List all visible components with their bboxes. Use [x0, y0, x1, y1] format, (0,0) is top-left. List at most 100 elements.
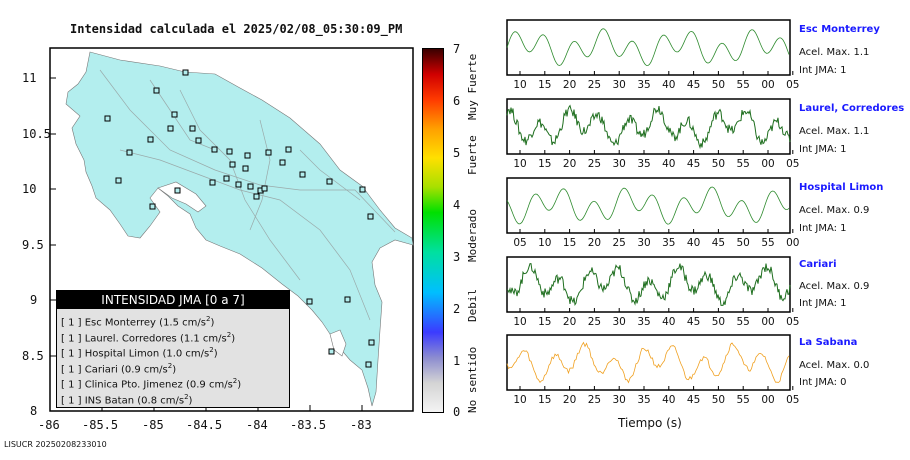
- waveform-tick-label: 15: [538, 316, 552, 328]
- map-ytick: 9.5: [22, 238, 44, 252]
- station-int: Int JMA: 1: [799, 223, 847, 234]
- station-acel: Acel. Max. 1.1: [799, 126, 870, 137]
- waveform-trace: [506, 28, 790, 66]
- station-name: Hospital Limon: [799, 182, 884, 193]
- road-network: [99, 69, 396, 321]
- waveform-tick-label: 30: [612, 394, 626, 406]
- waveform-tick-label: 35: [637, 316, 651, 328]
- station-int: Int JMA: 1: [799, 65, 847, 76]
- colorbar-tick: 6: [453, 94, 461, 108]
- waveform-tick-label: 20: [562, 316, 577, 328]
- footer-id: LISUCR 20250208233010: [4, 440, 107, 449]
- station-name: Esc Monterrey: [799, 24, 880, 35]
- map-xtick: -83: [350, 418, 372, 432]
- legend-row: [ 1 ] INS Batan (0.8 cm/s2): [61, 392, 193, 406]
- waveform-tick-label: 30: [612, 79, 626, 91]
- waveform-tick-label: 55: [736, 316, 750, 328]
- waveform-tick-label: 10: [513, 316, 527, 328]
- legend-header: INTENSIDAD JMA [0 a 7]: [57, 291, 289, 309]
- waveform-tick-label: 40: [662, 79, 676, 91]
- waveform-tick-label: 15: [562, 237, 577, 249]
- waveform-tick-label: 25: [612, 237, 626, 249]
- station-markers: [104, 69, 375, 368]
- waveform-tick-label: 50: [736, 237, 750, 249]
- station-int: Int JMA: 1: [799, 144, 847, 155]
- map-ytick: 8.5: [22, 349, 44, 363]
- waveform-tick-label: 05: [786, 158, 800, 170]
- waveform-tick-label: 35: [662, 237, 676, 249]
- waveform-tick-label: 25: [587, 79, 602, 91]
- waveform-frame: [506, 334, 791, 391]
- waveform-tick-label: 50: [711, 158, 726, 170]
- legend-row: [ 1 ] Hospital Limon (1.0 cm/s2): [61, 346, 218, 360]
- map-ytick: 9: [30, 293, 38, 307]
- waveform-tick-label: 00: [761, 79, 775, 91]
- waveform-frame: [506, 256, 791, 313]
- waveform-tick-label: 30: [612, 158, 626, 170]
- map-ytick: 11: [22, 71, 37, 85]
- colorbar-tick: 0: [453, 405, 461, 419]
- waveform-tick-label: 35: [637, 158, 651, 170]
- legend-row: [ 1 ] Cariari (0.9 cm/s2): [61, 361, 177, 375]
- waveform-trace: [506, 263, 791, 306]
- waveform-tick-label: 10: [513, 394, 527, 406]
- station-int: Int JMA: 0: [799, 377, 847, 388]
- waveform-tick-label: 45: [686, 158, 701, 170]
- waveform-tick-label: 25: [587, 394, 602, 406]
- waveform-tick-label: 05: [513, 237, 527, 249]
- waveform-trace: [506, 341, 790, 384]
- waveform-tick-label: 35: [637, 79, 651, 91]
- colorbar-tick: 5: [453, 146, 461, 160]
- waveform-tick-label: 15: [538, 158, 552, 170]
- waveform-tick-label: 35: [637, 394, 651, 406]
- waveform-tick-label: 15: [538, 394, 552, 406]
- waveform-tick-label: 05: [786, 79, 800, 91]
- waveform-tick-label: 10: [513, 158, 527, 170]
- station-int: Int JMA: 1: [799, 298, 847, 309]
- station-name: Cariari: [799, 259, 837, 270]
- waveform-tick-label: 40: [662, 394, 676, 406]
- map-xtick: -86: [38, 418, 60, 432]
- waveform-tick-label: 55: [736, 158, 750, 170]
- map-title: Intensidad calculada el 2025/02/08_05:30…: [70, 22, 403, 36]
- waveform-tick-label: 45: [686, 394, 701, 406]
- waveform-frame: [506, 98, 791, 155]
- legend-row: [ 1 ] Clinica Pto. Jimenez (0.9 cm/s2): [61, 377, 242, 391]
- waveform-tick-label: 00: [761, 394, 775, 406]
- waveform-tick-label: 10: [513, 79, 527, 91]
- waveform-tick-label: 50: [711, 394, 726, 406]
- station-acel: Acel. Max. 0.9: [799, 281, 870, 292]
- waveform-frame: [506, 177, 791, 234]
- waveform-tick-label: 55: [736, 394, 750, 406]
- colorbar-tick: 1: [453, 354, 461, 368]
- waveform-frame: [506, 19, 791, 76]
- waveform-tick-label: 05: [786, 316, 800, 328]
- colorbar-tick: 3: [453, 250, 461, 264]
- station-acel: Acel. Max. 0.9: [799, 205, 870, 216]
- colorbar-tick: 2: [453, 302, 461, 316]
- waveform-tick-label: 40: [662, 158, 676, 170]
- waveform-tick-label: 55: [761, 237, 775, 249]
- station-name: Laurel, Corredores: [799, 103, 905, 114]
- time-axis-label: Tiempo (s): [618, 416, 682, 430]
- map-xtick: -85.5: [82, 418, 119, 432]
- waveform-tick-label: 40: [662, 316, 676, 328]
- legend-row: [ 1 ] Laurel. Corredores (1.1 cm/s2): [61, 330, 236, 344]
- gulf-nicoya: [157, 181, 207, 213]
- waveform-tick-label: 05: [786, 394, 800, 406]
- waveform-tick-label: 20: [587, 237, 602, 249]
- map-xtick: -84: [246, 418, 268, 432]
- waveform-tick-label: 45: [686, 79, 701, 91]
- waveform-tick-label: 15: [538, 79, 552, 91]
- waveform-tick-label: 25: [587, 316, 602, 328]
- legend-row: [ 1 ] Esc Monterrey (1.5 cm/s2): [61, 315, 215, 329]
- map-xtick: -83.5: [290, 418, 327, 432]
- waveform-tick-label: 30: [637, 237, 651, 249]
- waveform-tick-label: 00: [786, 237, 800, 249]
- waveform-tick-label: 20: [562, 158, 577, 170]
- map-ytick: 10.5: [22, 127, 51, 141]
- waveform-tick-label: 00: [761, 316, 775, 328]
- waveform-tick-label: 50: [711, 316, 726, 328]
- waveform-tick-label: 45: [686, 316, 701, 328]
